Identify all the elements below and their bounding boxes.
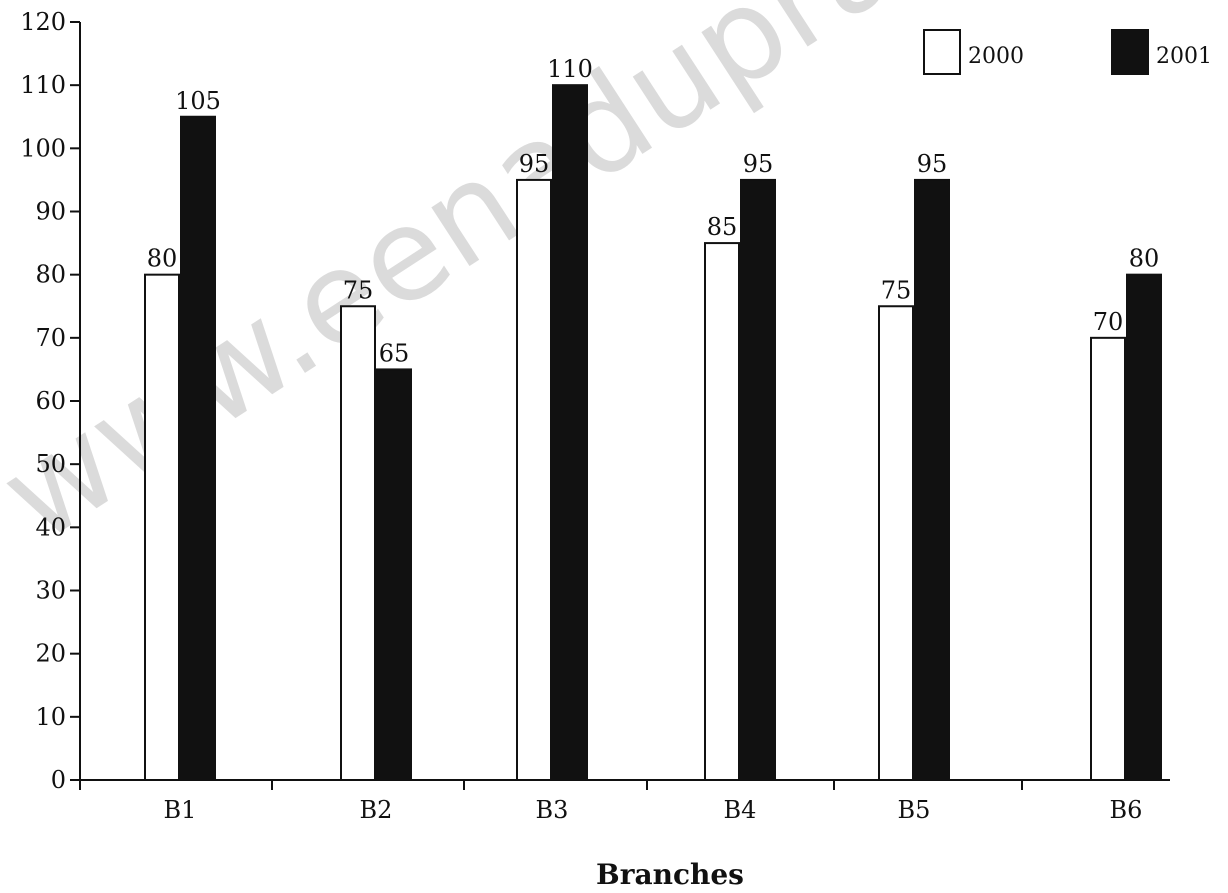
x-tick-label-B6: B6 xyxy=(1110,796,1143,824)
legend-swatch-2001 xyxy=(1111,29,1149,75)
legend-label-2000: 2000 xyxy=(968,44,1024,69)
bar-2001-B2 xyxy=(376,368,412,781)
data-label-2001-B6: 80 xyxy=(1129,245,1160,273)
x-tick-label-B2: B2 xyxy=(360,796,393,824)
bar-2000-B5 xyxy=(878,305,914,781)
y-tick-label: 70 xyxy=(35,324,66,352)
y-tick-label: 110 xyxy=(20,71,66,99)
data-label-2000-B1: 80 xyxy=(147,245,178,273)
y-tick-label: 90 xyxy=(35,198,66,226)
x-tick-label-B1: B1 xyxy=(164,796,197,824)
bar-2000-B3 xyxy=(516,178,552,781)
data-label-2001-B2: 65 xyxy=(379,339,410,367)
bars: 80 105 75 65 95 110 85 95 75 95 70 80 xyxy=(144,55,1162,782)
y-tick-label: 0 xyxy=(51,766,66,794)
legend-swatch-2000 xyxy=(923,29,961,75)
data-label-2001-B4: 95 xyxy=(743,150,774,178)
bar-2000-B2 xyxy=(340,305,376,781)
y-tick-label: 50 xyxy=(35,450,66,478)
data-label-2000-B2: 75 xyxy=(343,276,374,304)
legend: 2000 2001 xyxy=(923,29,1212,75)
y-tick-label: 60 xyxy=(35,387,66,415)
y-tick-label: 20 xyxy=(35,640,66,668)
bar-2001-B4 xyxy=(740,178,776,781)
y-tick-label: 80 xyxy=(35,261,66,289)
data-label-2000-B4: 85 xyxy=(707,213,738,241)
data-label-2000-B3: 95 xyxy=(519,150,550,178)
bar-2000-B4 xyxy=(704,242,740,782)
legend-label-2001: 2001 xyxy=(1156,44,1212,69)
bar-2001-B6 xyxy=(1126,273,1162,781)
y-tick-label: 100 xyxy=(20,134,66,162)
bar-2000-B1 xyxy=(144,273,180,781)
x-tick-label-B5: B5 xyxy=(898,796,931,824)
y-tick-label: 10 xyxy=(35,703,66,731)
data-label-2000-B6: 70 xyxy=(1093,308,1124,336)
bar-2001-B3 xyxy=(552,84,588,781)
x-tick-label-B3: B3 xyxy=(536,796,569,824)
x-axis-label: Branches xyxy=(596,858,744,888)
bar-2001-B5 xyxy=(914,178,950,781)
axes: 0 10 20 30 40 50 60 70 80 90 100 110 120 B1 B2 B3 B4 B5 B6 xyxy=(20,8,1170,824)
y-tick-label: 30 xyxy=(35,577,66,605)
bar-2001-B1 xyxy=(180,115,216,781)
bar-2000-B6 xyxy=(1090,336,1126,781)
data-label-2001-B1: 105 xyxy=(175,87,221,115)
y-tick-label: 120 xyxy=(20,8,66,36)
data-label-2000-B5: 75 xyxy=(881,276,912,304)
x-tick-label-B4: B4 xyxy=(724,796,757,824)
data-label-2001-B3: 110 xyxy=(547,55,593,83)
y-tick-label: 40 xyxy=(35,513,66,541)
data-label-2001-B5: 95 xyxy=(917,150,948,178)
